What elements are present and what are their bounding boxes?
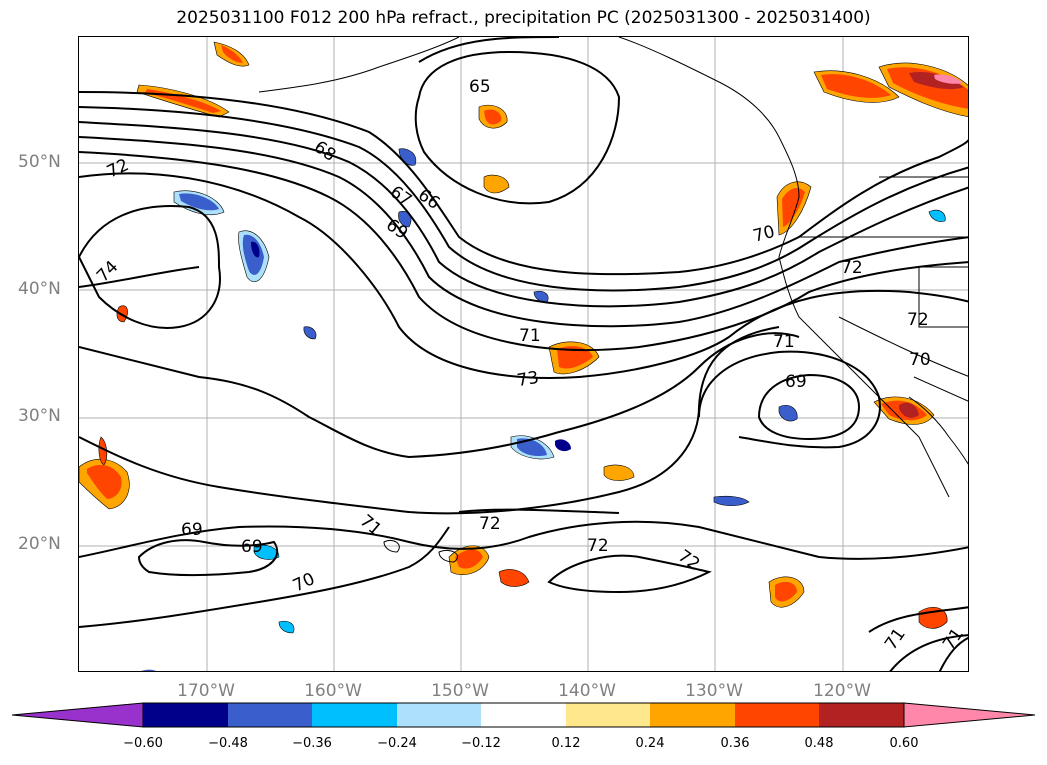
colorbar-segment	[143, 703, 228, 727]
lat-label-50n: 50°N	[18, 152, 61, 172]
colorbar-segment	[397, 703, 481, 727]
colorbar-segment	[650, 703, 735, 727]
lat-label-20n: 20°N	[18, 534, 61, 554]
colorbar-extend-low	[11, 702, 144, 728]
lon-label-170w: 170°W	[177, 681, 235, 701]
colorbar-segment	[566, 703, 650, 727]
colorbar-tick-label: 0.12	[551, 736, 581, 751]
contour-label: 72	[587, 536, 609, 556]
contour-label: 69	[785, 372, 807, 392]
gridlines	[79, 37, 968, 671]
contour-label: 65	[469, 77, 491, 97]
contour-label: 67	[386, 182, 415, 211]
contour-label: 73	[516, 368, 541, 391]
lon-label-150w: 150°W	[431, 681, 489, 701]
colorbar-tick-label: −0.48	[208, 736, 248, 751]
colorbar-tick-label: 0.60	[889, 736, 919, 751]
contour-label: 70	[751, 222, 777, 247]
colorbar-segment	[228, 703, 312, 727]
contour-label: 71	[773, 332, 795, 352]
colorbar-tick-label: −0.24	[377, 736, 417, 751]
contour-label: 70	[909, 350, 931, 370]
colorbar	[11, 702, 1036, 728]
lon-label-140w: 140°W	[558, 681, 616, 701]
contour-label: 72	[841, 258, 863, 278]
contour-label: 68	[310, 137, 339, 166]
colorbar-tick-label: 0.48	[804, 736, 834, 751]
coastlines	[258, 37, 968, 498]
colorbar-tick-label: −0.36	[292, 736, 332, 751]
hawaii-islands	[383, 539, 459, 563]
colorbar-tick-label: 0.24	[635, 736, 665, 751]
colorbar-tick-label: −0.12	[461, 736, 501, 751]
colorbar-extend-high	[903, 702, 1036, 728]
lat-label-40n: 40°N	[18, 279, 61, 299]
contour-label: 74	[93, 257, 122, 286]
colorbar-segment	[819, 703, 904, 727]
map-panel: 65 68 67 66 69 72 74 70 72 71 73 71 69 7…	[78, 36, 969, 672]
contour-label: 66	[414, 185, 443, 214]
colorbar-tick-label: 0.36	[720, 736, 750, 751]
precip-negative-areas	[141, 148, 946, 671]
colorbar-tick-label: −0.60	[123, 736, 163, 751]
colorbar-segment	[735, 703, 819, 727]
contour-label: 72	[104, 155, 132, 182]
colorbar-segment	[312, 703, 397, 727]
contour-label: 71	[881, 625, 910, 654]
contour-label: 69	[181, 520, 203, 540]
contour-label: 72	[479, 514, 501, 534]
lat-label-30n: 30°N	[18, 406, 61, 426]
contour-label: 69	[241, 537, 263, 557]
map-canvas: 65 68 67 66 69 72 74 70 72 71 73 71 69 7…	[79, 37, 968, 671]
lon-label-160w: 160°W	[304, 681, 362, 701]
map-title: 2025031100 F012 200 hPa refract., precip…	[176, 8, 871, 28]
contour-label: 71	[939, 625, 968, 654]
contour-label: 72	[907, 310, 929, 330]
colorbar-segment	[481, 703, 566, 727]
lon-label-120w: 120°W	[813, 681, 871, 701]
contour-labels: 65 68 67 66 69 72 74 70 72 71 73 71 69 7…	[93, 77, 968, 654]
contour-label: 71	[519, 326, 541, 346]
refractivity-contours	[79, 37, 968, 671]
lon-label-130w: 130°W	[685, 681, 743, 701]
